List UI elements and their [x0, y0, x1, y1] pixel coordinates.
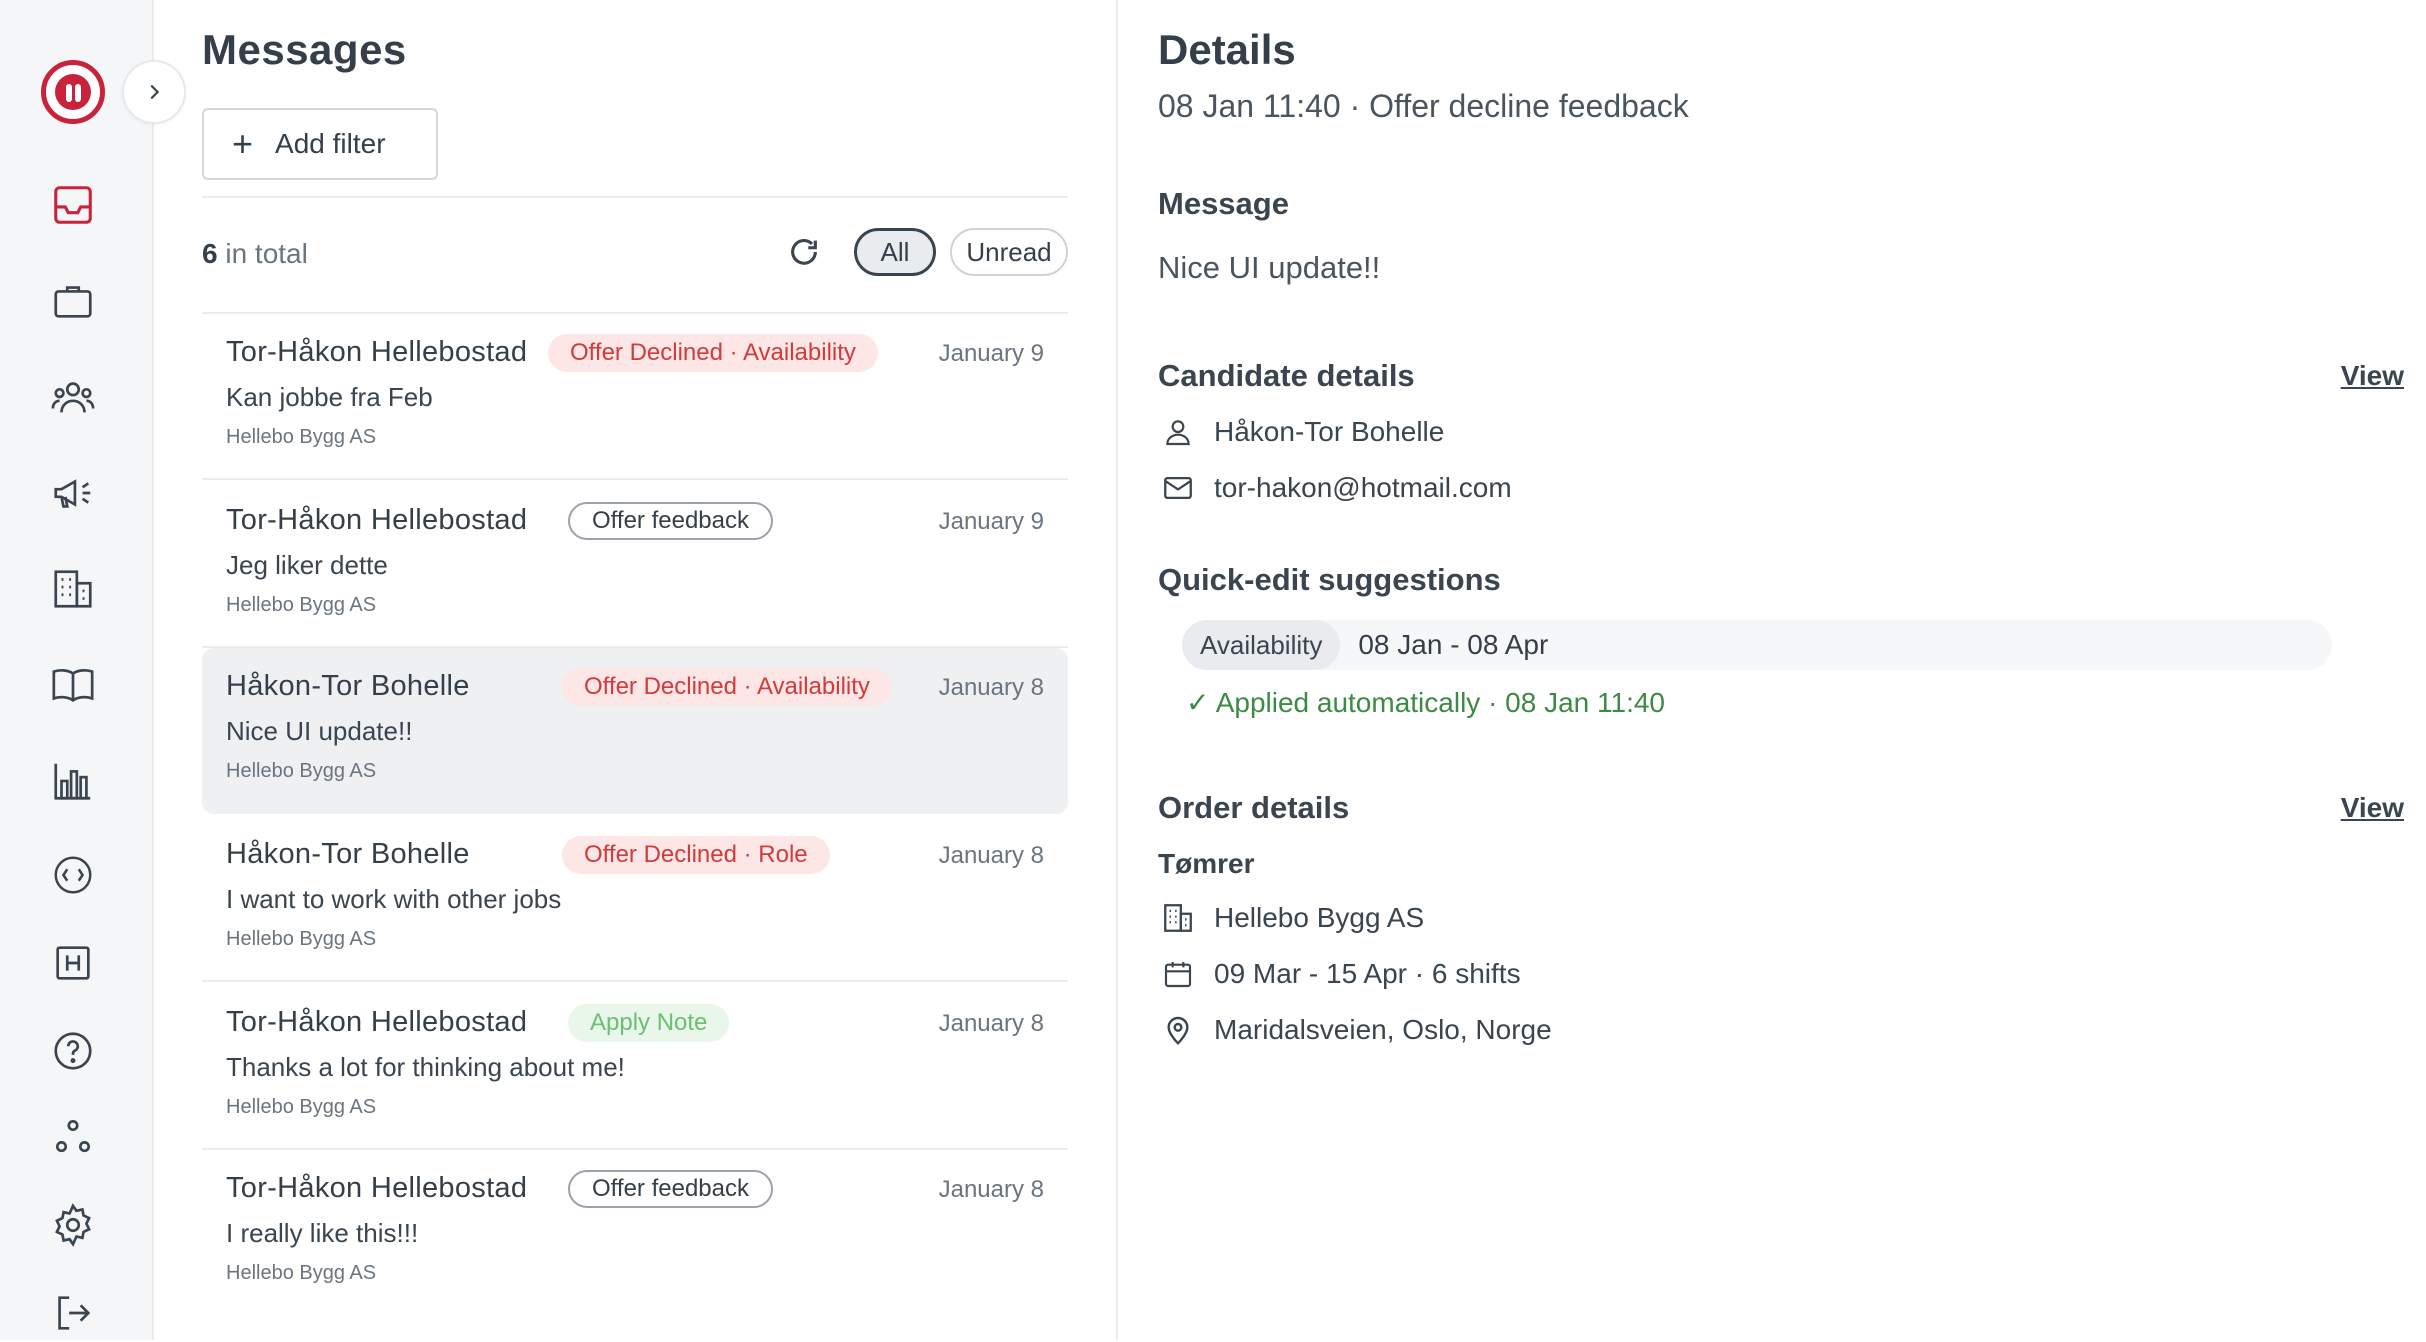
- message-date: January 9: [938, 340, 1044, 367]
- message-preview: Jeg liker dette: [226, 550, 388, 580]
- quick-edit-chip: Availability: [1182, 620, 1341, 670]
- order-company: Hellebo Bygg AS: [1214, 902, 1425, 933]
- book-icon[interactable]: [44, 656, 102, 714]
- person-icon: [1158, 412, 1198, 452]
- quick-edit-value: 08 Jan - 08 Apr: [1358, 629, 1549, 660]
- network-icon[interactable]: [44, 1108, 102, 1166]
- message-tag: Apply Note: [568, 1004, 730, 1042]
- message-sender: Tor-Håkon Hellebostad: [226, 336, 528, 368]
- message-heading: Message: [1158, 186, 1289, 221]
- messages-panel: Messages + Add filter 6 in total All Unr…: [156, 0, 1118, 1340]
- candidate-name: Håkon-Tor Bohelle: [1214, 416, 1445, 447]
- filter-unread-toggle[interactable]: Unread: [950, 228, 1068, 276]
- total-count: 6: [202, 238, 218, 269]
- message-preview: I want to work with other jobs: [226, 884, 562, 914]
- message-date: January 8: [938, 842, 1044, 869]
- order-location-row: Maridalsveien, Oslo, Norge: [1158, 1010, 1552, 1050]
- hotel-icon[interactable]: [44, 934, 102, 992]
- message-date: January 8: [938, 1010, 1044, 1037]
- message-body: Nice UI update!!: [1158, 250, 1381, 285]
- inbox-icon[interactable]: [44, 176, 102, 234]
- message-preview: Kan jobbe fra Feb: [226, 382, 433, 412]
- message-preview: Thanks a lot for thinking about me!: [226, 1052, 625, 1082]
- message-preview: I really like this!!!: [226, 1218, 419, 1248]
- users-icon[interactable]: [44, 368, 102, 426]
- details-panel: Details 08 Jan 11:40 · Offer decline fee…: [1120, 0, 2426, 1340]
- candidate-view-link[interactable]: View: [2340, 360, 2404, 391]
- details-title: Details: [1158, 26, 1296, 73]
- message-row[interactable]: Håkon-Tor Bohelle Offer Declined · Role Ja…: [202, 816, 1068, 982]
- settings-icon[interactable]: [44, 1196, 102, 1254]
- candidate-name-row: Håkon-Tor Bohelle: [1158, 412, 1444, 452]
- applied-status: ✓ Applied automatically · 08 Jan 11:40: [1186, 687, 1666, 718]
- order-heading: Order details: [1158, 790, 1350, 825]
- refresh-icon[interactable]: [784, 232, 824, 272]
- message-sender: Tor-Håkon Hellebostad: [226, 1006, 528, 1038]
- message-row[interactable]: Tor-Håkon Hellebostad Offer feedback Janua…: [202, 1150, 1068, 1316]
- divider: [202, 312, 1068, 314]
- message-tag: Offer Declined · Availability: [548, 334, 878, 372]
- message-company: Hellebo Bygg AS: [226, 928, 377, 950]
- details-subtitle: 08 Jan 11:40 · Offer decline feedback: [1158, 88, 1689, 124]
- message-company: Hellebo Bygg AS: [226, 1096, 377, 1118]
- message-row[interactable]: Håkon-Tor Bohelle Offer Declined · Availa…: [202, 648, 1068, 814]
- message-tag: Offer Declined · Availability: [562, 668, 892, 706]
- divider: [202, 196, 1068, 198]
- add-filter-label: Add filter: [275, 128, 386, 159]
- candidate-heading: Candidate details: [1158, 358, 1415, 393]
- brand-logo[interactable]: [41, 60, 105, 124]
- message-company: Hellebo Bygg AS: [226, 594, 377, 616]
- filter-all-toggle[interactable]: All: [854, 228, 936, 276]
- candidate-email-row: tor-hakon@hotmail.com: [1158, 468, 1512, 508]
- message-date: January 8: [938, 674, 1044, 701]
- help-icon[interactable]: [44, 1022, 102, 1080]
- building-icon: [1158, 898, 1198, 938]
- chart-icon[interactable]: [44, 752, 102, 810]
- quick-edit-suggestion: Availability 08 Jan - 08 Apr: [1182, 620, 2332, 670]
- add-filter-button[interactable]: + Add filter: [202, 108, 438, 180]
- sidebar-collapse-button[interactable]: [122, 60, 186, 124]
- message-total: 6 in total: [202, 238, 308, 270]
- briefcase-icon[interactable]: [44, 272, 102, 330]
- building-icon[interactable]: [44, 560, 102, 618]
- order-dates-row: 09 Mar - 15 Apr · 6 shifts: [1158, 954, 1521, 994]
- message-preview: Nice UI update!!: [226, 716, 413, 746]
- message-tag: Offer feedback: [568, 1170, 773, 1208]
- message-sender: Håkon-Tor Bohelle: [226, 670, 470, 702]
- quick-edit-heading: Quick-edit suggestions: [1158, 562, 1501, 597]
- messages-title: Messages: [202, 26, 407, 73]
- mail-icon: [1158, 468, 1198, 508]
- message-company: Hellebo Bygg AS: [226, 760, 377, 782]
- sidebar: [0, 0, 154, 1340]
- message-date: January 9: [938, 508, 1044, 535]
- message-tag: Offer feedback: [568, 502, 773, 540]
- message-sender: Håkon-Tor Bohelle: [226, 838, 470, 870]
- calendar-icon: [1158, 954, 1198, 994]
- plus-icon: +: [232, 123, 254, 164]
- message-company: Hellebo Bygg AS: [226, 1262, 377, 1284]
- message-company: Hellebo Bygg AS: [226, 426, 377, 448]
- message-row[interactable]: Tor-Håkon Hellebostad Apply Note January 8…: [202, 984, 1068, 1150]
- candidate-email[interactable]: tor-hakon@hotmail.com: [1214, 472, 1512, 503]
- message-sender: Tor-Håkon Hellebostad: [226, 504, 528, 536]
- location-pin-icon: [1158, 1010, 1198, 1050]
- message-row[interactable]: Tor-Håkon Hellebostad Offer feedback Janua…: [202, 482, 1068, 648]
- order-role: Tømrer: [1158, 848, 1255, 879]
- order-dates: 09 Mar - 15 Apr · 6 shifts: [1214, 958, 1521, 989]
- order-view-link[interactable]: View: [2340, 792, 2404, 823]
- message-sender: Tor-Håkon Hellebostad: [226, 1172, 528, 1204]
- message-tag: Offer Declined · Role: [562, 836, 830, 874]
- megaphone-icon[interactable]: [44, 464, 102, 522]
- order-company-row: Hellebo Bygg AS: [1158, 898, 1424, 938]
- total-label: in total: [217, 238, 308, 269]
- chevron-right-icon: [150, 84, 160, 100]
- logout-icon[interactable]: [44, 1284, 102, 1342]
- message-date: January 8: [938, 1176, 1044, 1203]
- order-location: Maridalsveien, Oslo, Norge: [1214, 1014, 1552, 1045]
- code-icon[interactable]: [44, 846, 102, 904]
- message-row[interactable]: Tor-Håkon Hellebostad Offer Declined · Av…: [202, 314, 1068, 480]
